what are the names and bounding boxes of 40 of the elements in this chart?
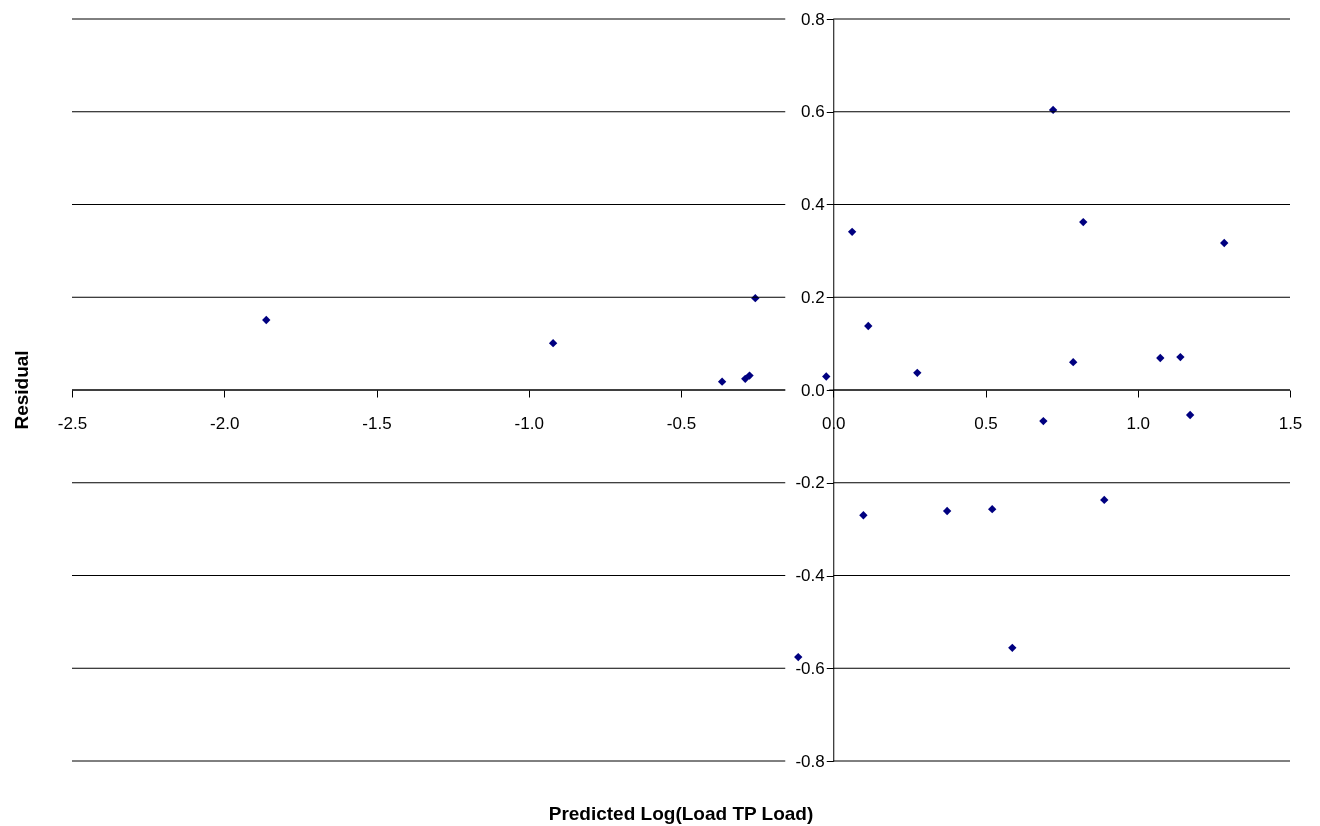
point — [942, 506, 952, 516]
point — [1185, 410, 1195, 420]
point — [988, 505, 997, 514]
x-tick-label: -2.5 — [57, 413, 88, 433]
x-tick-label: 1.0 — [1126, 413, 1151, 433]
point — [717, 377, 727, 386]
x-tick-label: -1.0 — [514, 413, 544, 433]
point — [262, 315, 271, 325]
x-tick-label: -1.5 — [362, 413, 392, 433]
y-tick-label: 0.6 — [801, 102, 825, 122]
point — [745, 371, 754, 380]
y-tick-label: 0.0 — [801, 380, 825, 400]
point — [822, 372, 831, 381]
point — [1176, 352, 1185, 362]
y-tick-label: -0.4 — [795, 566, 825, 585]
y-tick-label: 0.8 — [801, 9, 825, 29]
point — [1039, 416, 1048, 426]
x-tick-label: 0.5 — [974, 413, 998, 433]
point — [1079, 217, 1088, 227]
point — [1220, 238, 1229, 248]
point — [913, 368, 922, 378]
point — [548, 338, 558, 348]
point — [1069, 357, 1078, 367]
point — [1100, 495, 1109, 505]
y-axis-title: Residual — [11, 350, 32, 430]
x-axis-title: Predicted Log(Load TP Load) — [548, 803, 814, 824]
y-tick-label: 0.2 — [801, 287, 825, 307]
x-tick-label: -2.0 — [210, 413, 240, 433]
y-tick-label: -0.8 — [795, 751, 825, 771]
point — [859, 511, 868, 520]
y-tick-label: -0.2 — [795, 473, 825, 493]
point — [1008, 643, 1017, 653]
x-tick-label: 1.5 — [1278, 413, 1303, 433]
point — [864, 321, 873, 331]
y-tick-label: 0.4 — [801, 195, 825, 214]
point — [847, 227, 857, 237]
x-tick-label: -0.5 — [666, 413, 697, 433]
point — [1156, 353, 1165, 363]
point — [794, 652, 803, 662]
y-tick-label: -0.6 — [795, 658, 825, 678]
